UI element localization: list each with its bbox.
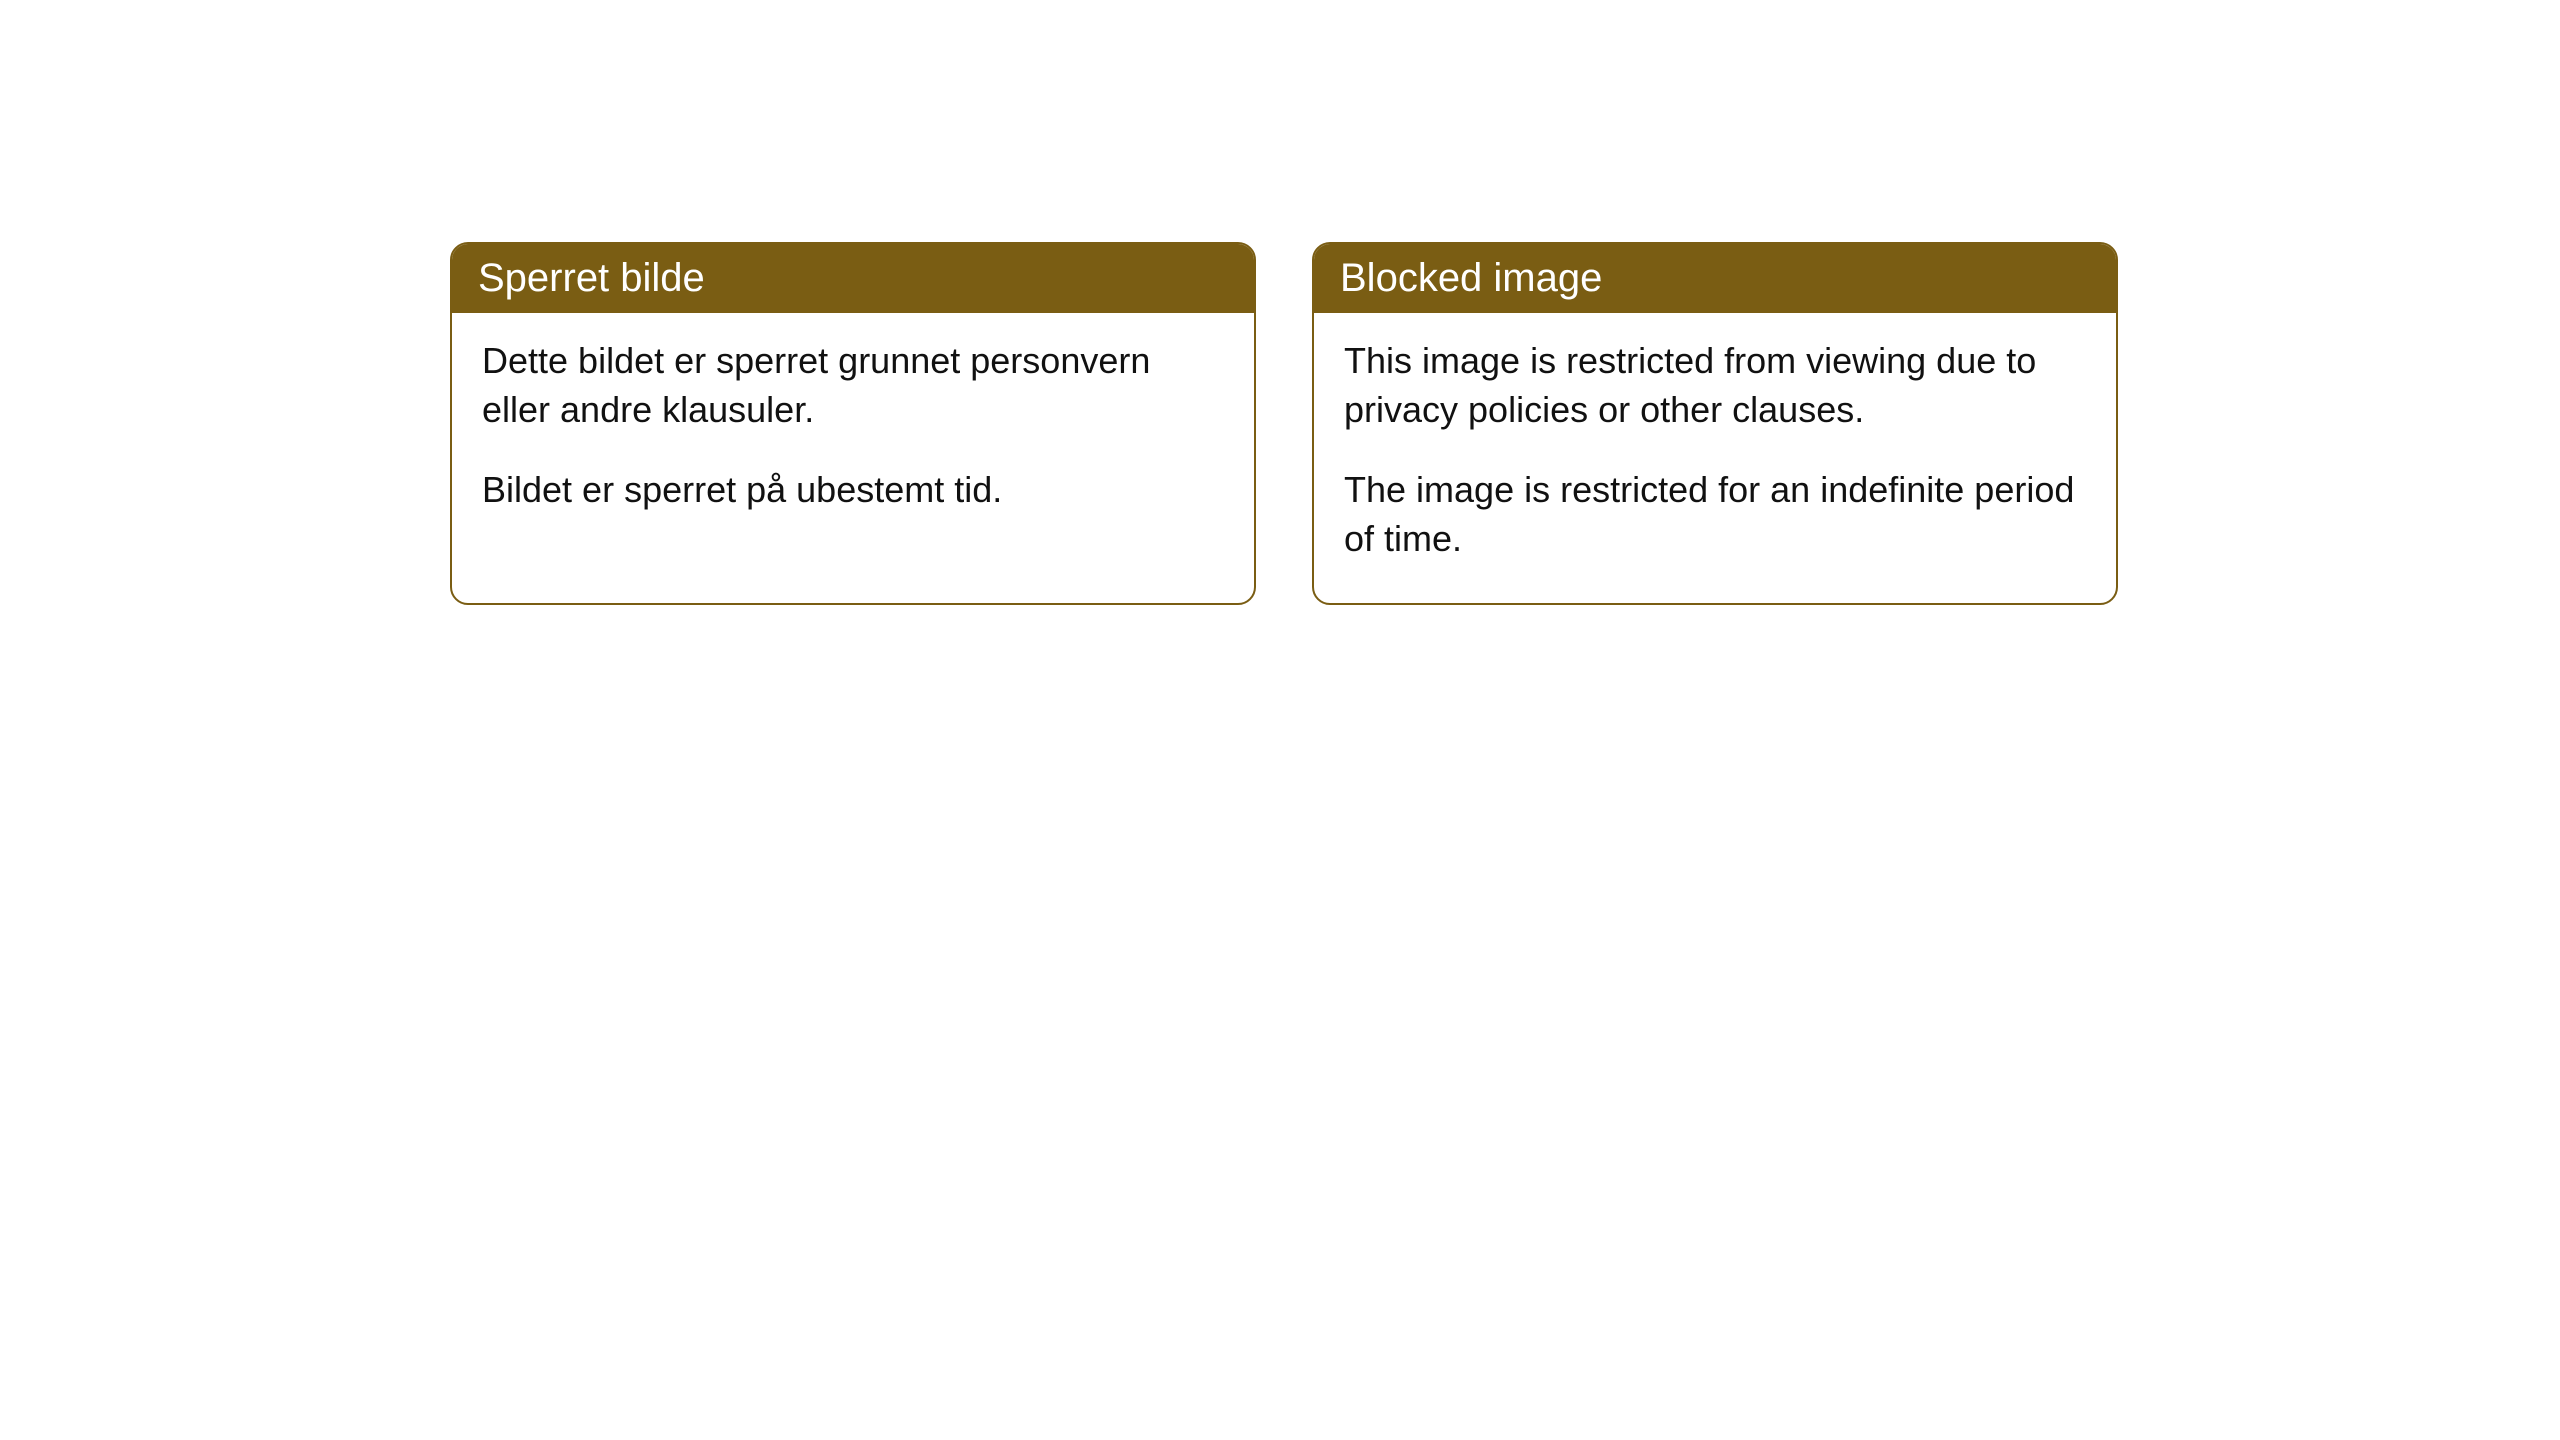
card-paragraph-2: The image is restricted for an indefinit… [1344,466,2086,563]
card-title: Blocked image [1340,256,1602,300]
card-paragraph-1: Dette bildet er sperret grunnet personve… [482,337,1224,434]
notice-cards-container: Sperret bilde Dette bildet er sperret gr… [450,242,2118,605]
card-body: This image is restricted from viewing du… [1314,313,2116,603]
blocked-image-card-english: Blocked image This image is restricted f… [1312,242,2118,605]
card-title: Sperret bilde [478,256,705,300]
card-paragraph-1: This image is restricted from viewing du… [1344,337,2086,434]
card-body: Dette bildet er sperret grunnet personve… [452,313,1254,555]
card-header: Sperret bilde [452,244,1254,313]
card-header: Blocked image [1314,244,2116,313]
card-paragraph-2: Bildet er sperret på ubestemt tid. [482,466,1224,515]
blocked-image-card-norwegian: Sperret bilde Dette bildet er sperret gr… [450,242,1256,605]
